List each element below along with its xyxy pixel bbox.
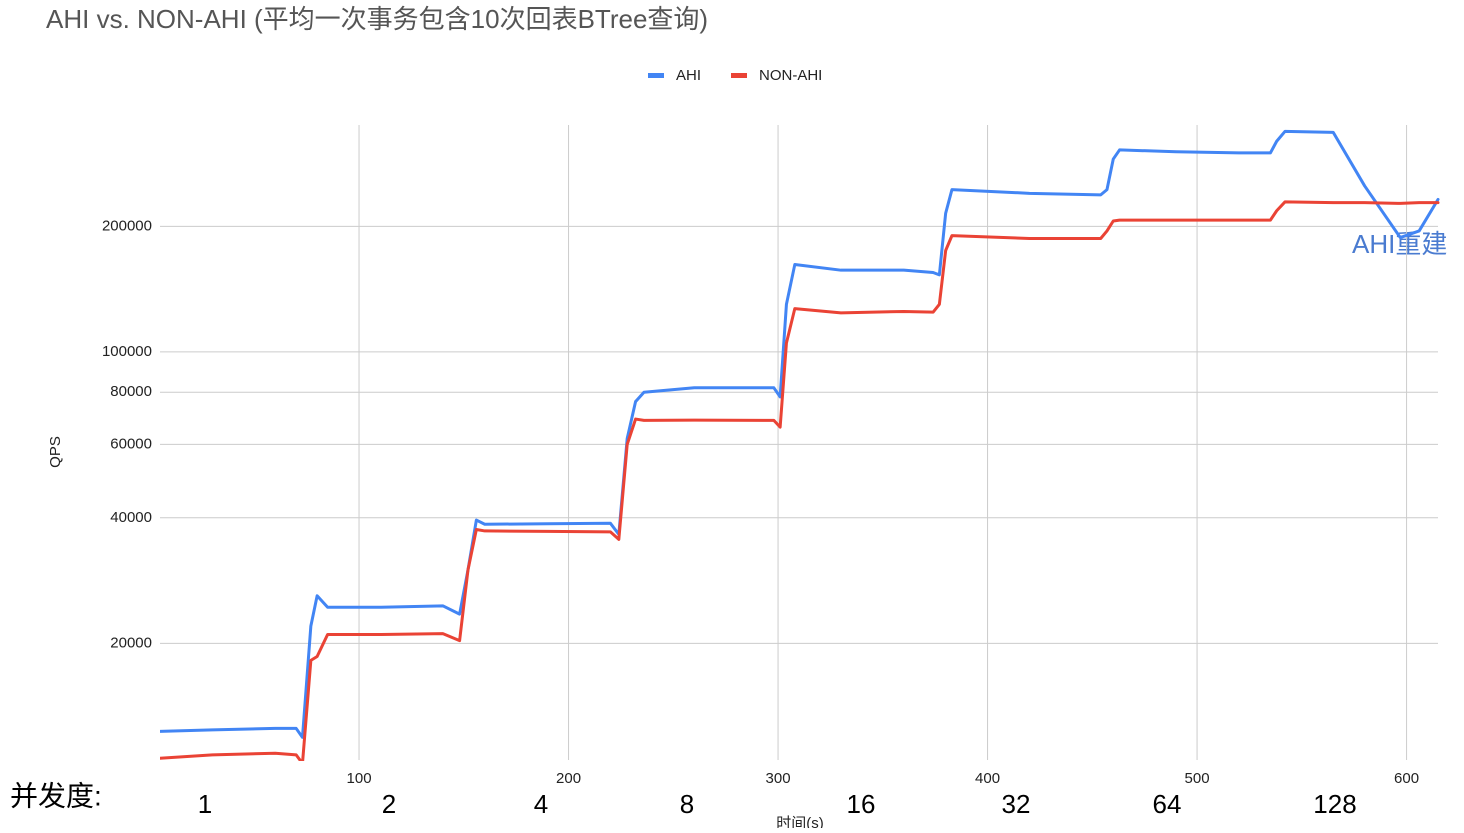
annotation: AHI重建 xyxy=(1352,229,1447,259)
concurrency-level: 32 xyxy=(1002,789,1031,819)
concurrency-level: 128 xyxy=(1313,789,1356,819)
x-tick-label: 500 xyxy=(1185,770,1210,787)
y-tick-label: 80000 xyxy=(110,383,152,400)
concurrency-label: 并发度: xyxy=(10,780,102,811)
x-axis-title: 时间(s) xyxy=(776,815,824,828)
y-tick-label: 40000 xyxy=(110,509,152,526)
legend-swatch xyxy=(731,73,747,78)
x-tick-label: 200 xyxy=(556,770,581,787)
y-tick-label: 60000 xyxy=(110,435,152,452)
series-line xyxy=(160,200,1440,761)
grid xyxy=(160,125,1438,760)
concurrency-level: 64 xyxy=(1153,789,1182,819)
x-tick-label: 300 xyxy=(766,770,791,787)
x-tick-label: 100 xyxy=(347,770,372,787)
concurrency-level: 8 xyxy=(680,789,694,819)
labels: 20000 40000 60000 80000 100000 200000 100 200 30… xyxy=(102,67,1419,819)
concurrency-level: 1 xyxy=(198,789,212,819)
series-line xyxy=(160,129,1440,739)
concurrency-level: 2 xyxy=(382,789,396,819)
legend-swatch xyxy=(648,73,664,78)
x-tick-label: 600 xyxy=(1394,770,1419,787)
concurrency-level: 16 xyxy=(847,789,876,819)
legend-label: AHI xyxy=(676,67,701,84)
y-axis-title: QPS xyxy=(47,436,64,468)
y-tick-label: 20000 xyxy=(110,634,152,651)
plot-area xyxy=(160,129,1440,761)
x-tick-label: 400 xyxy=(975,770,1000,787)
concurrency-level: 4 xyxy=(534,789,548,819)
y-tick-label: 200000 xyxy=(102,217,152,234)
chart-title: AHI vs. NON-AHI (平均一次事务包含10次回表BTree查询) xyxy=(46,4,708,34)
legend-label: NON-AHI xyxy=(759,67,822,84)
y-tick-label: 100000 xyxy=(102,343,152,360)
